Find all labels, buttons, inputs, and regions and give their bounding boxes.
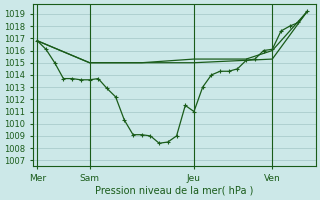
X-axis label: Pression niveau de la mer( hPa ): Pression niveau de la mer( hPa ) <box>95 186 253 196</box>
